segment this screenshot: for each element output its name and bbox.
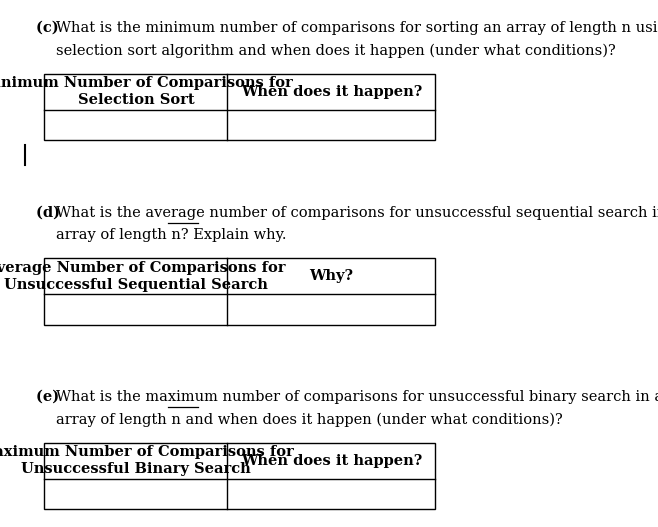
Bar xyxy=(45,258,436,325)
Text: selection sort algorithm and when does it happen (under what conditions)?: selection sort algorithm and when does i… xyxy=(56,44,615,58)
Text: Selection Sort: Selection Sort xyxy=(78,93,194,107)
Text: Why?: Why? xyxy=(309,269,353,283)
Text: Unsuccessful Sequential Search: Unsuccessful Sequential Search xyxy=(4,278,268,291)
Text: (d): (d) xyxy=(36,206,65,220)
Text: What is the average number of comparisons for unsuccessful sequential search in : What is the average number of comparison… xyxy=(56,206,658,220)
Text: array of length n? Explain why.: array of length n? Explain why. xyxy=(56,228,286,242)
Text: (e): (e) xyxy=(36,390,64,404)
Text: When does it happen?: When does it happen? xyxy=(241,454,422,467)
Text: Average Number of Comparisons for: Average Number of Comparisons for xyxy=(0,261,286,275)
Text: (c): (c) xyxy=(36,21,64,35)
Text: array of length n and when does it happen (under what conditions)?: array of length n and when does it happe… xyxy=(56,413,563,427)
Text: Minimum Number of Comparisons for: Minimum Number of Comparisons for xyxy=(0,76,293,90)
Text: When does it happen?: When does it happen? xyxy=(241,85,422,99)
Text: Maximum Number of Comparisons for: Maximum Number of Comparisons for xyxy=(0,445,294,459)
Bar xyxy=(45,443,436,509)
Text: What is the minimum number of comparisons for sorting an array of length n using: What is the minimum number of comparison… xyxy=(56,21,658,35)
Text: What is the maximum number of comparisons for unsuccessful binary search in a so: What is the maximum number of comparison… xyxy=(56,390,658,404)
Text: Unsuccessful Binary Search: Unsuccessful Binary Search xyxy=(21,462,251,476)
Bar xyxy=(45,74,436,140)
